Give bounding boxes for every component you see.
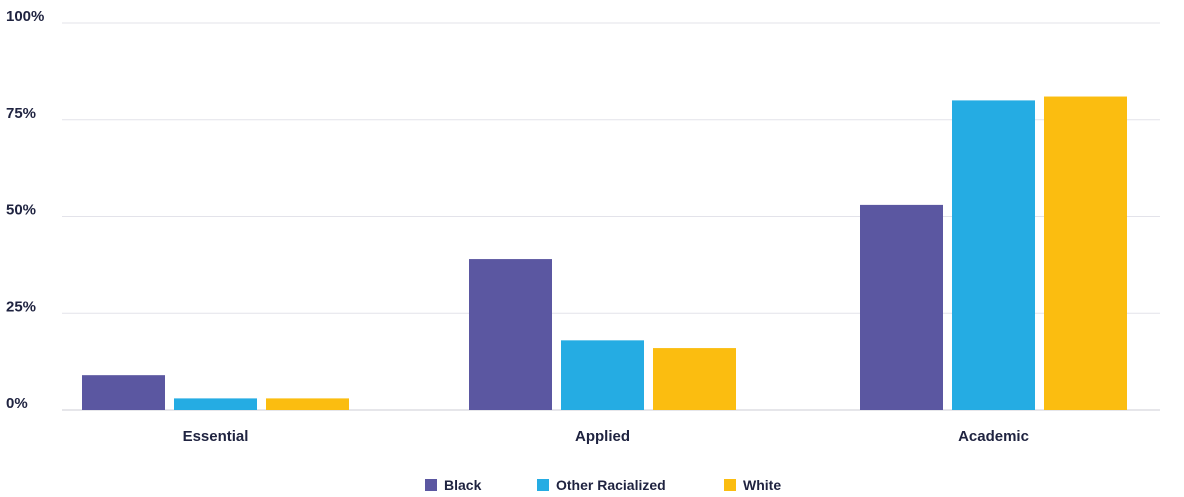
legend: Black Other Racialized White: [425, 477, 781, 493]
x-category-label: Essential: [183, 428, 249, 445]
x-category-label: Applied: [575, 428, 630, 445]
y-axis-ticks: 0% 25% 50% 75% 100%: [6, 8, 44, 412]
x-category-label: Academic: [958, 428, 1029, 445]
bar-applied-white: [653, 348, 736, 410]
y-tick-label: 100%: [6, 8, 44, 25]
bar-applied-other-racialized: [561, 340, 644, 410]
legend-label-black: Black: [444, 477, 482, 493]
bar-essential-white: [266, 398, 349, 410]
legend-swatch-white: [724, 479, 736, 491]
y-tick-label: 0%: [6, 395, 28, 412]
bar-applied-black: [469, 259, 552, 410]
bar-academic-other-racialized: [952, 100, 1035, 411]
bars: [82, 96, 1127, 411]
bar-essential-black: [82, 375, 165, 410]
y-tick-label: 50%: [6, 202, 36, 219]
legend-swatch-black: [425, 479, 437, 491]
bar-essential-other-racialized: [174, 398, 257, 410]
y-tick-label: 25%: [6, 298, 36, 315]
legend-label-white: White: [743, 477, 781, 493]
y-tick-label: 75%: [6, 105, 36, 122]
bar-academic-white: [1044, 96, 1127, 410]
bar-academic-black: [860, 204, 943, 410]
x-axis-categories: Essential Applied Academic: [183, 428, 1029, 445]
legend-swatch-other-racialized: [537, 479, 549, 491]
legend-label-other-racialized: Other Racialized: [556, 477, 666, 493]
